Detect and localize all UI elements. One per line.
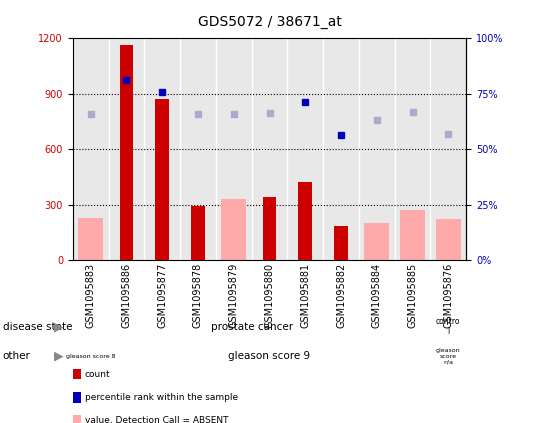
Bar	[155, 99, 169, 260]
Text: other: other	[3, 352, 31, 361]
Text: GSM1095878: GSM1095878	[193, 263, 203, 328]
Text: percentile rank within the sample: percentile rank within the sample	[85, 393, 238, 402]
Bar	[221, 199, 246, 260]
Text: gleason score 8: gleason score 8	[66, 354, 115, 359]
Text: GSM1095880: GSM1095880	[265, 263, 274, 328]
Text: GSM1095882: GSM1095882	[336, 263, 346, 328]
Bar	[78, 217, 103, 260]
Text: GSM1095876: GSM1095876	[444, 263, 453, 328]
Bar	[120, 46, 133, 260]
Text: count: count	[85, 370, 110, 379]
Text: GSM1095884: GSM1095884	[372, 263, 382, 328]
Bar	[299, 182, 312, 260]
Text: GSM1095879: GSM1095879	[229, 263, 239, 328]
Text: GSM1095883: GSM1095883	[86, 263, 95, 328]
Text: GDS5072 / 38671_at: GDS5072 / 38671_at	[198, 15, 341, 29]
Bar	[364, 223, 389, 260]
Text: contro
l: contro l	[436, 317, 461, 336]
Bar	[334, 226, 348, 260]
Text: GSM1095886: GSM1095886	[121, 263, 132, 328]
Text: gleason score 9: gleason score 9	[229, 352, 310, 361]
Text: ▶: ▶	[54, 350, 64, 363]
Bar	[191, 206, 205, 260]
Text: GSM1095885: GSM1095885	[407, 263, 418, 328]
Text: gleason
score
n/a: gleason score n/a	[436, 348, 461, 365]
Text: GSM1095881: GSM1095881	[300, 263, 310, 328]
Text: ▶: ▶	[54, 320, 64, 333]
Text: disease state: disease state	[3, 322, 72, 332]
Bar	[400, 210, 425, 260]
Text: value, Detection Call = ABSENT: value, Detection Call = ABSENT	[85, 416, 228, 423]
Text: GSM1095877: GSM1095877	[157, 263, 167, 328]
Text: prostate cancer: prostate cancer	[211, 322, 293, 332]
Bar	[436, 220, 461, 260]
Bar	[262, 197, 277, 260]
